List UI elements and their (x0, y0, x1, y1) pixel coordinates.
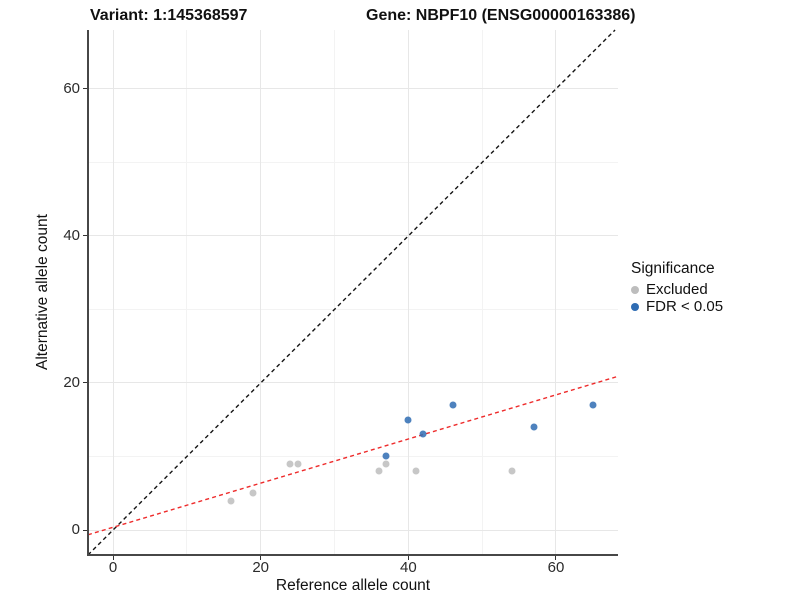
gridline-minor (88, 308, 618, 310)
y-tick-label: 60 (63, 79, 80, 97)
identity-line (87, 29, 616, 556)
gridline-major (260, 30, 262, 555)
gridline-minor (334, 30, 335, 555)
legend-item-label: Excluded (646, 281, 708, 298)
gridline-major (88, 529, 618, 531)
data-point (382, 452, 390, 460)
data-point (404, 416, 412, 424)
data-point (449, 401, 457, 409)
x-tick-label: 60 (547, 559, 565, 576)
y-axis-line (87, 30, 89, 556)
data-point (286, 460, 294, 468)
y-tick (83, 529, 87, 531)
variant-title: Variant: 1:145368597 (90, 7, 248, 24)
gridline-major (88, 235, 618, 237)
fit-line (87, 375, 619, 536)
data-point (589, 401, 597, 409)
x-tick (260, 556, 262, 560)
data-point (294, 460, 302, 468)
legend-item-excluded: Excluded (631, 281, 723, 298)
gridline-minor (186, 30, 188, 555)
legend-title: Significance (631, 260, 715, 277)
gridline-major (555, 30, 557, 555)
data-point (382, 460, 390, 468)
data-point (412, 467, 420, 475)
data-point (508, 467, 516, 475)
x-axis-label: Reference allele count (275, 577, 431, 594)
data-point (419, 430, 427, 438)
y-tick-label: 0 (71, 521, 80, 538)
y-tick-label: 20 (63, 373, 80, 391)
x-axis-line (87, 554, 618, 556)
legend-item-fdr: FDR < 0.05 (631, 298, 723, 315)
x-tick (112, 556, 114, 560)
gridline-minor (88, 455, 618, 457)
gridline-minor (88, 161, 618, 163)
gridline-minor (481, 30, 483, 555)
data-point (375, 467, 383, 475)
data-point (530, 423, 538, 431)
gridline-major (88, 382, 618, 384)
x-tick (407, 556, 409, 560)
x-tick-label: 40 (399, 559, 417, 576)
fdr-dot-icon (631, 302, 639, 311)
x-tick-label: 0 (108, 559, 118, 576)
gridline-major (88, 88, 618, 90)
x-tick-label: 20 (252, 559, 270, 576)
excluded-dot-icon (631, 285, 639, 294)
legend-item-label: FDR < 0.05 (646, 298, 724, 315)
data-point (249, 489, 257, 497)
y-tick (83, 235, 87, 237)
gene-title: Gene: NBPF10 (ENSG00000163386) (366, 7, 636, 24)
gridline-major (112, 30, 114, 555)
plot-panel (87, 29, 619, 556)
gridline-major (407, 30, 409, 555)
y-axis-label: Alternative allele count (34, 214, 51, 370)
y-tick (83, 382, 87, 384)
x-tick (555, 556, 557, 560)
legend: Significance Excluded FDR < 0.05 (631, 260, 723, 315)
y-tick-label: 40 (63, 226, 80, 244)
y-tick (83, 88, 87, 90)
data-point (227, 497, 235, 505)
